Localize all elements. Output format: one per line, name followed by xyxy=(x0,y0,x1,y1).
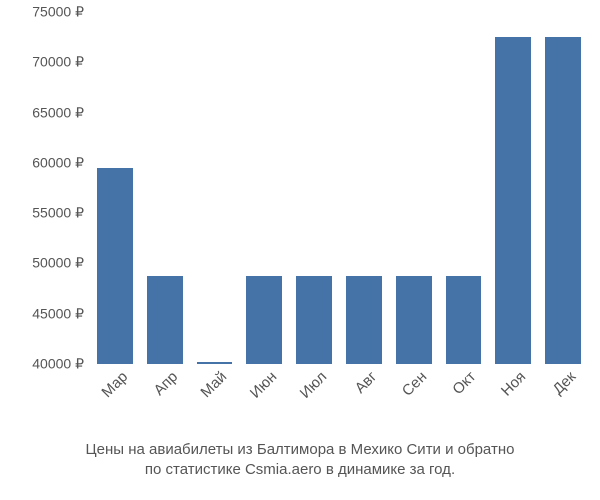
bar-slot: Ноя xyxy=(488,12,538,364)
bar-slot: Дек xyxy=(538,12,588,364)
x-tick-label: Июл xyxy=(297,368,331,402)
y-tick-label: 40000 ₽ xyxy=(32,356,90,373)
caption-line-2: по статистике Csmia.aero в динамике за г… xyxy=(0,460,600,480)
bar-slot: Апр xyxy=(140,12,190,364)
x-tick-label: Апр xyxy=(150,368,181,399)
bar-slot: Авг xyxy=(339,12,389,364)
y-tick-label: 50000 ₽ xyxy=(32,255,90,272)
y-tick-label: 70000 ₽ xyxy=(32,54,90,71)
chart-caption: Цены на авиабилеты из Балтимора в Мехико… xyxy=(0,440,600,481)
x-tick-label: Мар xyxy=(98,368,131,401)
bar xyxy=(545,37,581,364)
bar-slot: Сен xyxy=(389,12,439,364)
x-tick-label: Ноя xyxy=(498,368,529,399)
y-tick-label: 45000 ₽ xyxy=(32,305,90,322)
x-tick-label: Сен xyxy=(398,368,429,399)
y-tick-label: 65000 ₽ xyxy=(32,104,90,121)
x-tick-label: Июн xyxy=(247,368,280,401)
plot-area: МарАпрМайИюнИюлАвгСенОктНояДек 40000 ₽45… xyxy=(90,12,588,364)
bars-group: МарАпрМайИюнИюлАвгСенОктНояДек xyxy=(90,12,588,364)
y-tick-label: 75000 ₽ xyxy=(32,4,90,21)
bar xyxy=(197,362,233,364)
x-tick-label: Окт xyxy=(450,368,480,398)
bar-slot: Окт xyxy=(439,12,489,364)
y-tick-label: 60000 ₽ xyxy=(32,154,90,171)
x-tick-label: Дек xyxy=(550,368,580,398)
bar-slot: Май xyxy=(190,12,240,364)
bar-slot: Мар xyxy=(90,12,140,364)
x-tick-label: Авг xyxy=(352,368,381,397)
y-tick-label: 55000 ₽ xyxy=(32,205,90,222)
bar xyxy=(446,276,482,365)
x-tick-label: Май xyxy=(198,368,231,401)
bar xyxy=(97,168,133,364)
bar xyxy=(147,276,183,365)
bar-slot: Июл xyxy=(289,12,339,364)
bar xyxy=(346,276,382,365)
bar xyxy=(495,37,531,364)
bar xyxy=(396,276,432,365)
bar xyxy=(296,276,332,365)
caption-line-1: Цены на авиабилеты из Балтимора в Мехико… xyxy=(0,440,600,460)
bar xyxy=(246,276,282,365)
bar-slot: Июн xyxy=(239,12,289,364)
chart-container: МарАпрМайИюнИюлАвгСенОктНояДек 40000 ₽45… xyxy=(0,0,600,500)
